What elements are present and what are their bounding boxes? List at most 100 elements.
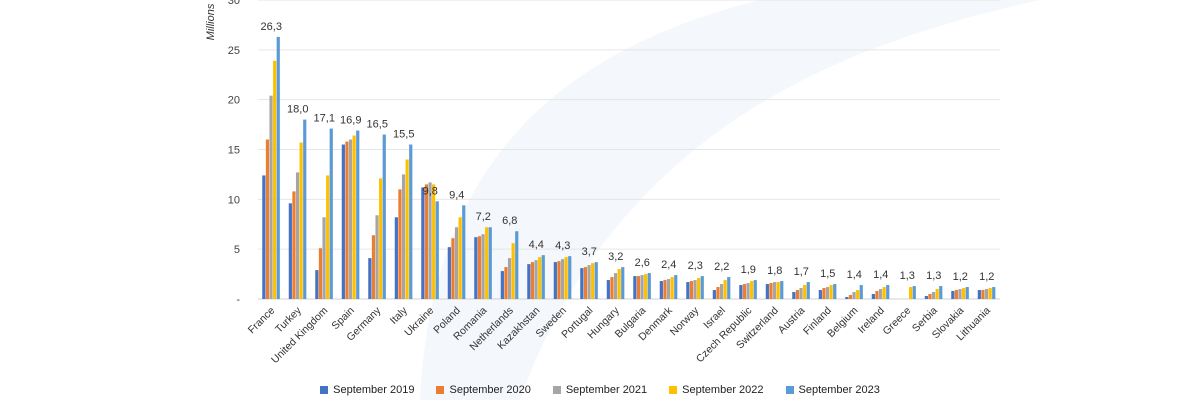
- legend-item: September 2019: [320, 384, 414, 396]
- legend-label: September 2019: [333, 384, 415, 396]
- bar: [303, 119, 307, 299]
- legend-label: September 2022: [682, 384, 764, 396]
- bar: [557, 261, 561, 299]
- y-tick-label: 5: [234, 244, 240, 256]
- bar: [262, 175, 266, 299]
- bar: [564, 257, 568, 299]
- bar: [988, 288, 992, 299]
- bar: [951, 291, 955, 299]
- bar: [435, 201, 439, 299]
- bar: [852, 292, 856, 299]
- bar: [292, 191, 296, 299]
- legend-swatch: [320, 386, 329, 394]
- bar: [769, 283, 773, 299]
- gridlines: [258, 0, 1000, 300]
- bar: [451, 238, 455, 299]
- data-label: 4,3: [555, 240, 570, 252]
- legend-item: September 2021: [552, 384, 648, 396]
- bar: [500, 271, 504, 299]
- bar: [421, 187, 425, 299]
- bar: [606, 280, 610, 299]
- bar: [712, 290, 716, 299]
- data-label: 1,8: [767, 265, 782, 277]
- x-tick-label: Ukraine: [402, 305, 436, 339]
- bar: [848, 295, 853, 299]
- bar: [912, 286, 916, 299]
- bar: [689, 281, 694, 299]
- bar: [591, 263, 595, 299]
- data-label: 15,5: [393, 129, 414, 141]
- data-label: 1,3: [926, 270, 941, 282]
- data-label: 1,2: [953, 271, 968, 283]
- bar: [488, 227, 492, 299]
- bar: [341, 144, 345, 299]
- bar: [345, 141, 349, 299]
- bar: [610, 277, 614, 299]
- bar: [538, 257, 542, 299]
- bar: [984, 289, 989, 299]
- bar: [265, 139, 270, 299]
- bar: [553, 262, 557, 299]
- data-label: 1,7: [794, 266, 809, 278]
- bar: [379, 178, 383, 299]
- bar: [375, 215, 379, 299]
- bar: [485, 227, 489, 299]
- bar: [580, 268, 584, 299]
- bar: [772, 282, 777, 299]
- data-label: 1,4: [847, 269, 862, 281]
- x-tick-label: Italy: [388, 304, 411, 327]
- bar: [833, 284, 837, 299]
- bar: [935, 289, 939, 299]
- bar: [594, 262, 598, 299]
- bar: [723, 280, 727, 299]
- data-label: 1,3: [900, 270, 915, 282]
- data-label: 2,6: [635, 257, 650, 269]
- legend-item: September 2023: [785, 384, 880, 396]
- bar: [329, 128, 333, 299]
- bar: [909, 287, 913, 299]
- data-label: 1,5: [820, 268, 835, 280]
- legend-label: September 2021: [565, 384, 648, 396]
- data-label: 3,2: [608, 251, 623, 263]
- bar: [700, 276, 704, 299]
- bar: [424, 184, 429, 299]
- bar: [666, 279, 671, 299]
- bar: [541, 255, 545, 299]
- data-label: 1,2: [979, 271, 994, 283]
- legend-swatch: [552, 386, 561, 394]
- bar: [621, 267, 625, 299]
- bar: [825, 287, 830, 299]
- data-label: 9,4: [449, 189, 464, 201]
- bar: [977, 290, 981, 299]
- legend-item: September 2020: [436, 384, 531, 396]
- bar: [958, 289, 962, 299]
- bar: [511, 243, 515, 299]
- bar: [765, 284, 769, 299]
- bar: [432, 184, 436, 299]
- x-tick-label: Norway: [668, 304, 702, 338]
- data-label: 17,1: [314, 113, 335, 125]
- bar: [799, 288, 803, 299]
- y-tick-label: 30: [228, 0, 240, 7]
- data-label: 16,9: [340, 115, 361, 127]
- bar: [318, 248, 323, 299]
- bar: [527, 264, 531, 299]
- bar: [981, 290, 985, 299]
- bar: [326, 175, 330, 299]
- bar: [583, 267, 588, 299]
- bar: [613, 273, 618, 299]
- bar: [640, 275, 644, 299]
- data-label: 1,4: [873, 269, 888, 281]
- bar: [474, 237, 478, 299]
- bars: [262, 36, 996, 300]
- bar: [568, 256, 572, 299]
- bar: [428, 182, 432, 299]
- bar: [409, 144, 413, 299]
- legend-swatch: [436, 386, 445, 394]
- legend: September 2019 September 2020 September 20…: [0, 384, 1200, 396]
- bar: [647, 273, 651, 299]
- bar: [371, 235, 376, 299]
- bar: [405, 159, 409, 299]
- bar: [398, 189, 402, 299]
